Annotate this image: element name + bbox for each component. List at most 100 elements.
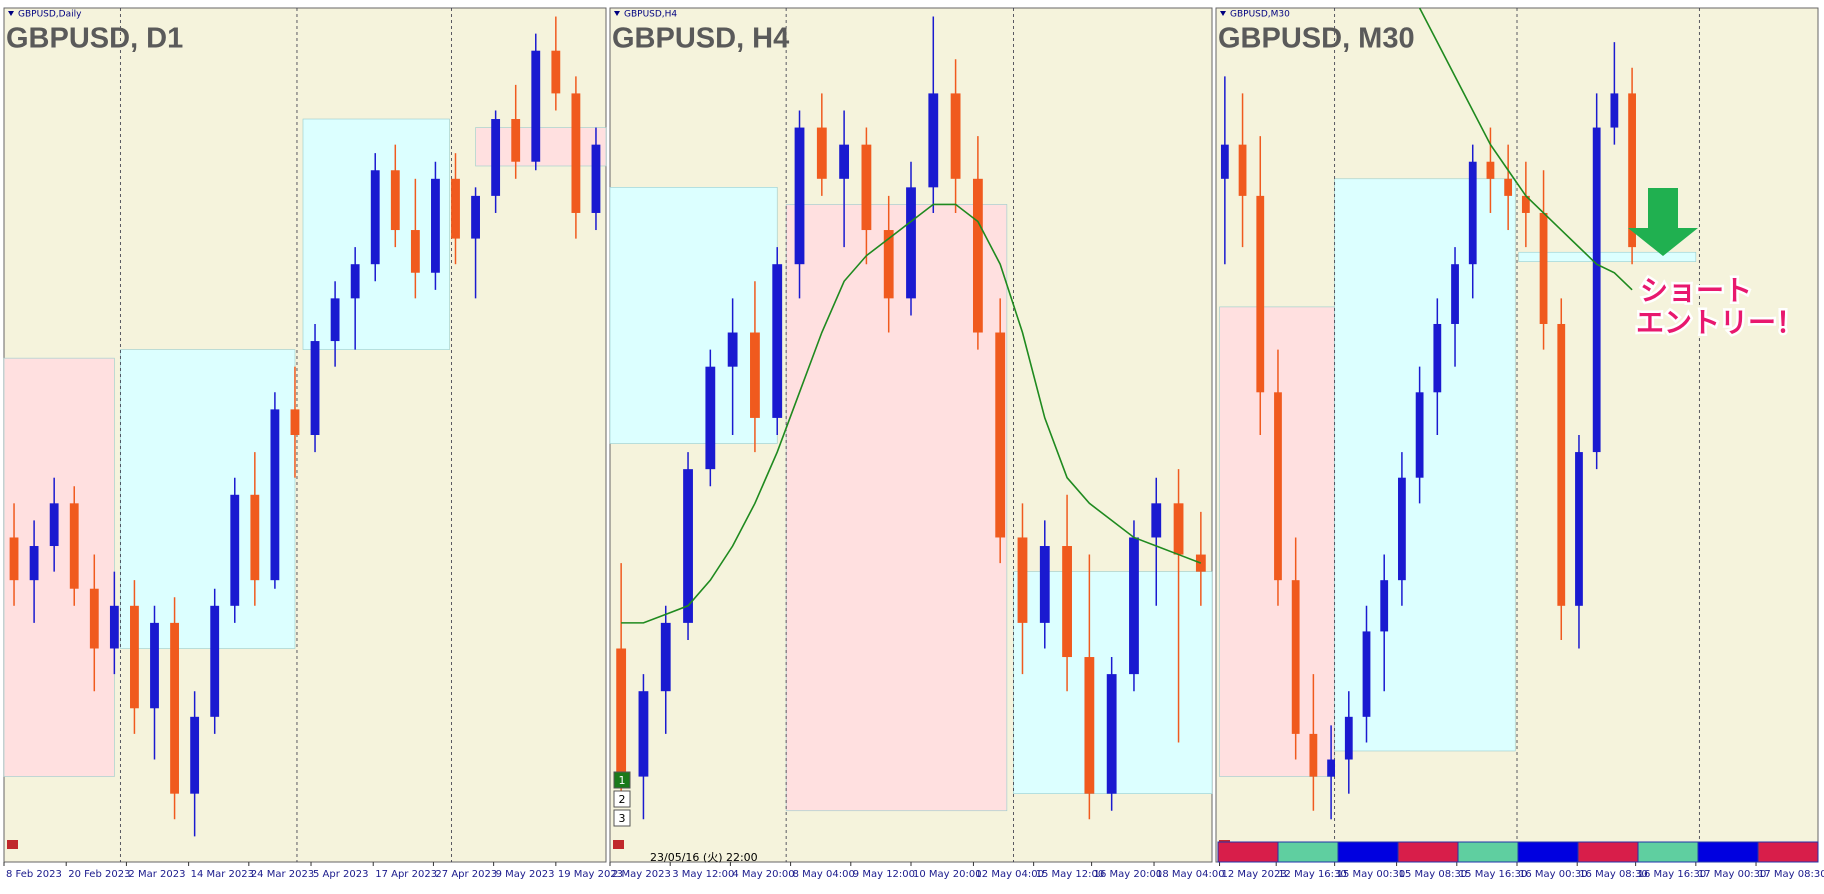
date-stamp: 23/05/16 (火) 22:00 xyxy=(650,851,758,864)
candle-body xyxy=(1309,733,1318,777)
candle-body xyxy=(1521,195,1530,213)
candle-body xyxy=(1628,93,1636,248)
x-tick-label: 2 May 2023 xyxy=(612,869,671,880)
candle-body xyxy=(1380,580,1389,632)
x-tick-label: 15 May 12:00 xyxy=(1036,869,1105,880)
x-tick-label: 17 Apr 2023 xyxy=(375,869,437,880)
zone xyxy=(1334,178,1516,752)
candle-body xyxy=(772,264,783,418)
x-tick-label: 16 May 08:30 xyxy=(1579,869,1648,880)
zone xyxy=(3,357,115,777)
period-button-label: 3 xyxy=(619,812,626,825)
candle-body xyxy=(551,50,561,94)
signal-strip xyxy=(1277,841,1339,863)
candle-body xyxy=(109,605,119,649)
x-tick-label: 3 May 12:00 xyxy=(672,869,734,880)
x-tick-label: 10 May 20:00 xyxy=(913,869,982,880)
candle-body xyxy=(1327,759,1335,777)
candle-body xyxy=(816,127,827,179)
annotation: エントリー！ xyxy=(1636,306,1804,339)
x-tick-label: 9 May 2023 xyxy=(496,869,555,880)
signal-strip xyxy=(1457,841,1519,863)
close-button[interactable] xyxy=(7,840,18,849)
candle-body xyxy=(705,366,716,470)
symbol-label: GBPUSD,Daily xyxy=(18,10,82,20)
candle-body xyxy=(130,605,139,709)
zone xyxy=(609,187,778,444)
candle-body xyxy=(1256,195,1265,393)
period-button-label: 2 xyxy=(619,793,626,806)
x-tick-label: 5 Apr 2023 xyxy=(313,869,368,880)
period-button[interactable] xyxy=(613,790,631,808)
candle-body xyxy=(1362,631,1371,717)
candle-body xyxy=(1451,264,1459,324)
signal-strip xyxy=(1697,841,1759,863)
x-tick-label: 12 May 16:30 xyxy=(1278,869,1347,880)
x-tick-label: 16 May 20:00 xyxy=(1094,869,1163,880)
candle-body xyxy=(1610,93,1619,128)
candle-body xyxy=(511,119,521,162)
candle-body xyxy=(170,622,179,794)
candle-body xyxy=(794,127,805,265)
menu-arrow xyxy=(8,11,14,16)
candle-body xyxy=(1274,392,1282,581)
candle-body xyxy=(491,119,501,196)
period-button[interactable] xyxy=(613,771,631,789)
candle-body xyxy=(861,144,872,231)
candle-body xyxy=(1398,477,1406,581)
down-arrow xyxy=(1628,188,1698,256)
signal-strip xyxy=(1337,841,1399,863)
candle-body xyxy=(972,178,983,333)
signal-strip xyxy=(1217,841,1279,863)
symbol-label: GBPUSD,H4 xyxy=(624,10,677,20)
candle-body xyxy=(1468,161,1477,265)
signal-strip xyxy=(1757,841,1819,863)
x-tick-label: 19 May 2023 xyxy=(558,869,623,880)
candle-body xyxy=(950,93,961,179)
candle-body xyxy=(190,716,200,794)
candle-body xyxy=(9,537,19,581)
candle-body xyxy=(1017,537,1028,623)
candle-body xyxy=(1433,323,1442,393)
candle-body xyxy=(571,93,581,213)
x-tick-label: 15 May 16:30 xyxy=(1459,869,1528,880)
candle-body xyxy=(750,332,760,418)
candle-body xyxy=(1415,392,1424,478)
chart-title: GBPUSD, M30 xyxy=(1218,23,1415,55)
candle-body xyxy=(230,494,240,606)
period-button[interactable] xyxy=(613,809,631,827)
candle-body xyxy=(310,341,320,435)
x-tick-label: 17 May 08:30 xyxy=(1758,869,1824,880)
x-tick-label: 15 May 08:30 xyxy=(1399,869,1468,880)
menu-arrow xyxy=(1220,11,1226,16)
candle-body xyxy=(350,264,360,299)
candle-body xyxy=(29,546,39,581)
x-tick-label: 8 Feb 2023 xyxy=(6,869,62,880)
x-tick-label: 9 May 12:00 xyxy=(853,869,915,880)
candle-body xyxy=(616,648,627,777)
candle-body xyxy=(89,588,99,649)
chart-title: GBPUSD, D1 xyxy=(6,23,183,55)
candle-body xyxy=(1084,657,1095,794)
x-tick-label: 2 Mar 2023 xyxy=(128,869,185,880)
x-tick-label: 12 May 2023 xyxy=(1222,869,1287,880)
x-tick-label: 16 May 00:30 xyxy=(1519,869,1588,880)
signal-strip xyxy=(1397,841,1459,863)
candle-body xyxy=(1220,144,1229,179)
x-tick-label: 27 Apr 2023 xyxy=(435,869,497,880)
candle-body xyxy=(1486,161,1495,179)
candle-body xyxy=(1592,127,1601,453)
candle-body xyxy=(531,50,541,162)
candle-body xyxy=(471,195,480,239)
candle-body xyxy=(250,494,260,581)
close-button[interactable] xyxy=(613,840,624,849)
x-tick-label: 18 May 04:00 xyxy=(1156,869,1225,880)
candle-body xyxy=(995,332,1006,538)
x-tick-label: 17 May 00:30 xyxy=(1698,869,1767,880)
candle-body xyxy=(839,144,850,179)
candle-body xyxy=(727,332,738,367)
x-tick-label: 12 May 04:00 xyxy=(975,869,1044,880)
